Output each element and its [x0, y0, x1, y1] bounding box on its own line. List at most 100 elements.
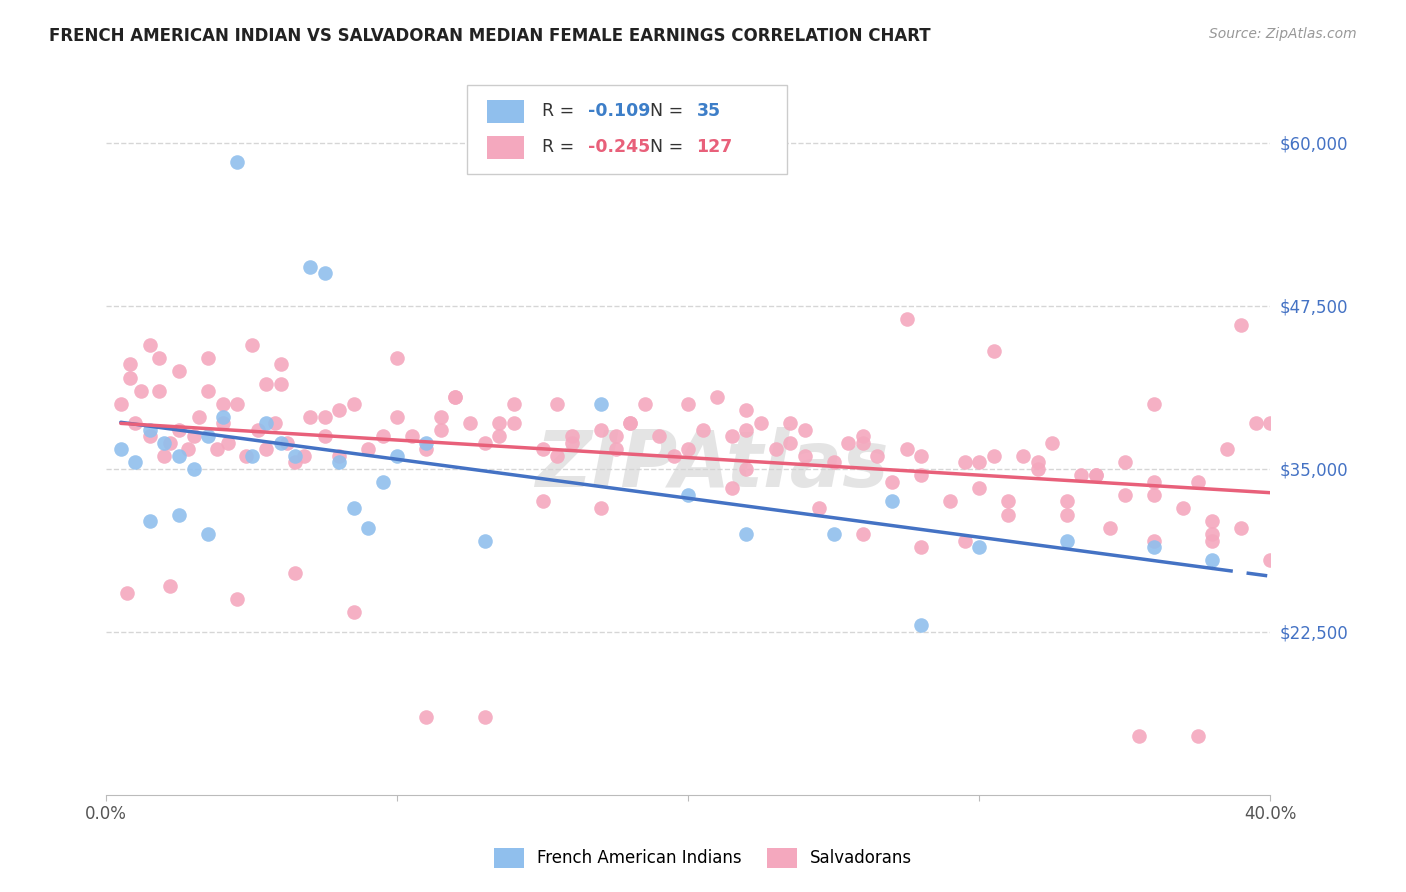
Point	[1084, 468, 1107, 483]
Point	[1215, 442, 1237, 457]
Point	[910, 468, 932, 483]
Point	[292, 449, 315, 463]
Point	[735, 423, 758, 437]
Point	[953, 533, 976, 548]
Point	[589, 423, 612, 437]
Point	[1070, 468, 1092, 483]
Point	[488, 429, 510, 443]
Point	[139, 429, 162, 443]
Point	[183, 462, 205, 476]
Point	[969, 482, 991, 496]
Point	[254, 442, 277, 457]
Point	[298, 409, 321, 424]
Point	[1201, 527, 1223, 541]
Point	[328, 403, 350, 417]
Point	[167, 364, 190, 378]
Point	[357, 442, 380, 457]
Point	[779, 435, 801, 450]
Point	[270, 435, 292, 450]
Point	[139, 338, 162, 352]
Point	[226, 592, 249, 607]
Point	[1143, 488, 1166, 502]
Point	[953, 455, 976, 469]
Point	[1143, 475, 1166, 489]
Point	[240, 338, 263, 352]
Point	[1114, 488, 1136, 502]
Point	[226, 397, 249, 411]
Point	[866, 449, 889, 463]
Point	[1317, 409, 1340, 424]
Point	[1143, 533, 1166, 548]
Point	[1114, 455, 1136, 469]
Point	[240, 449, 263, 463]
Point	[910, 618, 932, 632]
Point	[1260, 553, 1282, 567]
Point	[779, 416, 801, 430]
Point	[328, 449, 350, 463]
Point	[458, 416, 481, 430]
Point	[721, 482, 744, 496]
Point	[211, 416, 233, 430]
Point	[662, 449, 685, 463]
Point	[983, 449, 1005, 463]
Point	[430, 423, 453, 437]
Point	[284, 449, 307, 463]
FancyBboxPatch shape	[467, 85, 787, 174]
Point	[298, 260, 321, 274]
Point	[808, 501, 831, 516]
Point	[852, 429, 875, 443]
Point	[284, 566, 307, 581]
Point	[226, 155, 249, 169]
Point	[1040, 435, 1063, 450]
Point	[633, 397, 655, 411]
Point	[561, 429, 583, 443]
Point	[880, 475, 903, 489]
Point	[328, 455, 350, 469]
Point	[343, 397, 366, 411]
Point	[1201, 533, 1223, 548]
Point	[1201, 553, 1223, 567]
Point	[235, 449, 257, 463]
Point	[1260, 416, 1282, 430]
Point	[139, 514, 162, 528]
Point	[1201, 514, 1223, 528]
Point	[896, 311, 918, 326]
Point	[343, 606, 366, 620]
Point	[387, 351, 409, 365]
Point	[167, 508, 190, 522]
Point	[415, 710, 437, 724]
Point	[357, 520, 380, 534]
Point	[997, 508, 1019, 522]
Point	[1128, 730, 1150, 744]
Point	[793, 449, 815, 463]
Point	[264, 416, 287, 430]
Point	[314, 266, 336, 280]
Point	[983, 344, 1005, 359]
Point	[444, 390, 467, 404]
Point	[118, 358, 141, 372]
Point	[706, 390, 728, 404]
Point	[188, 409, 211, 424]
Point	[159, 579, 181, 593]
Text: R =: R =	[541, 138, 579, 156]
Point	[153, 435, 176, 450]
Point	[474, 533, 496, 548]
Point	[159, 435, 181, 450]
Point	[1171, 501, 1194, 516]
Point	[153, 449, 176, 463]
Point	[546, 397, 568, 411]
Point	[589, 397, 612, 411]
Point	[246, 423, 269, 437]
Point	[502, 416, 524, 430]
Text: N =: N =	[650, 103, 689, 120]
Text: N =: N =	[650, 138, 689, 156]
Point	[531, 494, 554, 508]
Point	[823, 455, 845, 469]
Text: 35: 35	[696, 103, 720, 120]
Text: 127: 127	[696, 138, 733, 156]
Point	[1056, 508, 1078, 522]
Point	[678, 488, 700, 502]
Text: R =: R =	[541, 103, 579, 120]
Point	[314, 409, 336, 424]
Point	[837, 435, 859, 450]
